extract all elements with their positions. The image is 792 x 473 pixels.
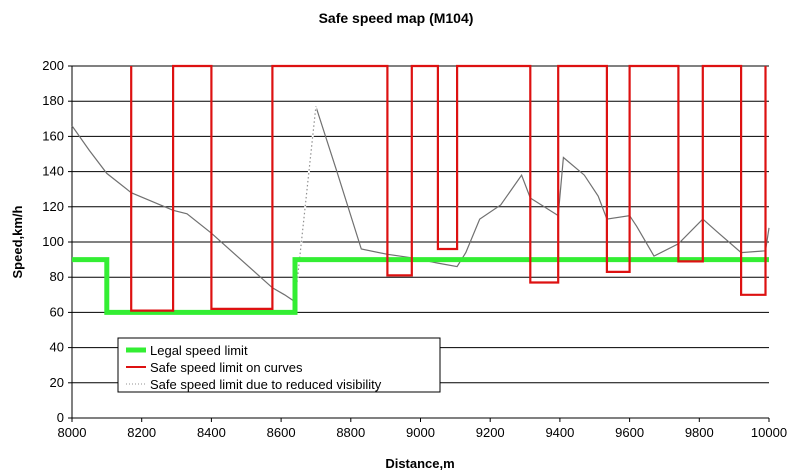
- series-line-curves: [130, 64, 767, 312]
- x-tick-label: 10000: [751, 425, 787, 440]
- x-tick-label: 9600: [615, 425, 644, 440]
- y-tick-label: 140: [42, 164, 64, 179]
- axes: [68, 65, 770, 422]
- x-tick-label: 9200: [476, 425, 505, 440]
- y-tick-label: 180: [42, 93, 64, 108]
- series-dotted-visibility: [294, 106, 317, 302]
- x-tick-labels: 8000 8200 8400 8600 8800 9000 9200 9400 9600 9800…: [58, 425, 788, 440]
- y-tick-label: 120: [42, 199, 64, 214]
- y-tick-label: 60: [50, 304, 64, 319]
- series-line-legal: [72, 257, 769, 315]
- x-tick-label: 8000: [58, 425, 87, 440]
- x-tick-label: 8400: [197, 425, 226, 440]
- x-axis-title: Distance,m: [385, 456, 454, 471]
- y-tick-labels: 0 20 40 60 80 100 120 140 160 180 200: [42, 58, 64, 425]
- y-tick-label: 0: [57, 410, 64, 425]
- y-axis-title: Speed,km/h: [10, 205, 25, 278]
- legend-label-curves: Safe speed limit on curves: [150, 360, 303, 375]
- y-tick-label: 160: [42, 128, 64, 143]
- legend-box: [117, 337, 441, 393]
- x-tick-label: 9800: [685, 425, 714, 440]
- series-layer: [71, 64, 770, 315]
- y-tick-label: 100: [42, 234, 64, 249]
- legend: Legal speed limit Safe speed limit on cu…: [117, 337, 441, 393]
- y-tick-label: 200: [42, 58, 64, 73]
- x-tick-label: 9000: [406, 425, 435, 440]
- legend-label-visibility: Safe speed limit due to reduced visibili…: [150, 377, 382, 392]
- x-tick-label: 9400: [545, 425, 574, 440]
- y-tick-label: 40: [50, 340, 64, 355]
- x-tick-label: 8200: [127, 425, 156, 440]
- x-tick-label: 8600: [267, 425, 296, 440]
- chart-title: Safe speed map (M104): [318, 10, 474, 26]
- legend-label-legal: Legal speed limit: [150, 343, 248, 358]
- y-tick-label: 80: [50, 269, 64, 284]
- y-tick-label: 20: [50, 375, 64, 390]
- x-tick-label: 8800: [336, 425, 365, 440]
- series-line-visibility: [71, 106, 770, 303]
